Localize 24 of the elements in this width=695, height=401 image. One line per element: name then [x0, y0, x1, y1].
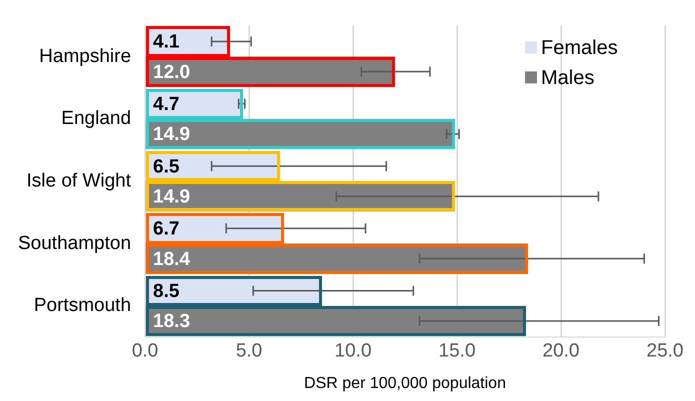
- x-tick-label: 15.0: [438, 340, 476, 362]
- x-tick-label: 20.0: [542, 340, 580, 362]
- data-label: 18.4: [153, 248, 190, 270]
- y-tick-label: Portsmouth: [34, 295, 132, 316]
- data-label: 12.0: [153, 62, 190, 83]
- x-tick-label: 10.0: [334, 340, 372, 362]
- y-tick-label: Southampton: [18, 232, 132, 254]
- data-label: 4.7: [153, 94, 180, 115]
- data-label: 18.3: [153, 311, 190, 332]
- y-tick-label: England: [61, 108, 132, 130]
- data-label: 6.7: [153, 218, 180, 240]
- data-label: 14.9: [153, 186, 190, 208]
- data-label: 4.1: [153, 32, 180, 53]
- x-tick-label: 0.0: [132, 340, 158, 362]
- x-tick-label: 5.0: [236, 340, 262, 362]
- data-label: 14.9: [153, 124, 190, 146]
- legend-label: Females: [541, 36, 618, 59]
- x-axis-title: DSR per 100,000 population: [304, 374, 506, 392]
- legend-label: Males: [541, 66, 594, 89]
- data-label: 8.5: [153, 280, 180, 302]
- y-tick-label: Isle of Wight: [26, 170, 132, 192]
- data-label: 6.5: [153, 156, 180, 178]
- x-tick-label: 25.0: [646, 340, 684, 362]
- y-tick-label: Hampshire: [39, 46, 132, 67]
